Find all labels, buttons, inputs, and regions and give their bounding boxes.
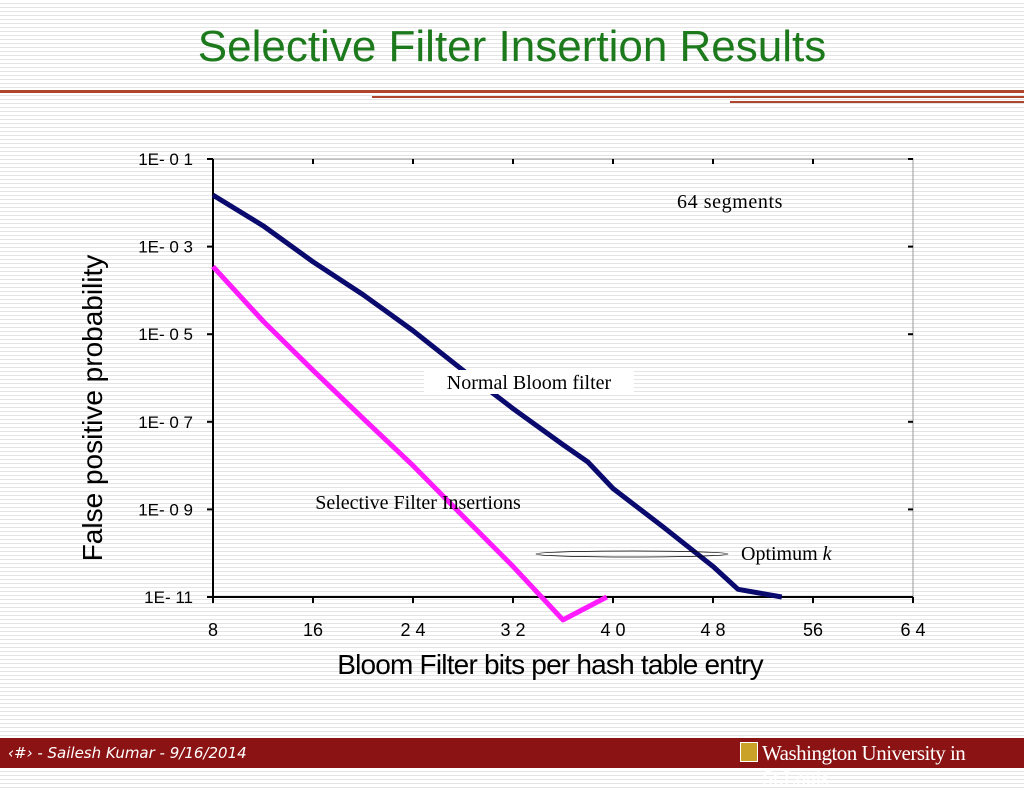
x-tick-label: 4 8: [700, 620, 725, 640]
y-tick-label: 1E- 0 1: [138, 150, 193, 169]
optimum-k-pointer: [535, 550, 729, 558]
x-tick-label: 4 0: [600, 620, 625, 640]
annotation-normal-bg: [424, 370, 634, 394]
optimum-prefix: Optimum: [741, 543, 823, 565]
title-rule-middle: [372, 96, 1024, 98]
x-tick-label: 56: [803, 620, 823, 640]
annotation-normal-bloom-filter: Normal Bloom filter: [447, 372, 612, 394]
x-tick-label: 6 4: [900, 620, 925, 640]
chart-area: 1E- 0 1 1E- 0 3 1E- 0 5 1E- 0 7 1E- 0 9 1E- 1…: [0, 140, 1024, 700]
y-tick-label: 1E- 0 5: [138, 325, 193, 344]
y-tick-label: 1E- 0 7: [138, 413, 193, 432]
series-line-normal-bloom-filter: [211, 192, 783, 600]
series-layer: [211, 192, 783, 623]
x-tick-label: 16: [303, 620, 323, 640]
annotation-64-segments: 64 segments: [677, 191, 783, 213]
optimum-k-symbol: k: [823, 543, 833, 565]
footer-brand: Washington University in St.Louis: [762, 741, 966, 790]
x-tick-label: 2 4: [400, 620, 425, 640]
x-tick-label: 3 2: [500, 620, 525, 640]
title-rule-lower: [730, 101, 1024, 103]
university-shield-icon: [740, 742, 758, 762]
ticks-layer: 1E- 0 1 1E- 0 3 1E- 0 5 1E- 0 7 1E- 0 9 1E- 1…: [138, 150, 925, 640]
y-tick-label: 1E- 0 3: [138, 238, 193, 257]
chart: 1E- 0 1 1E- 0 3 1E- 0 5 1E- 0 7 1E- 0 9 1E- 1…: [77, 150, 926, 680]
x-axis-label: Bloom Filter bits per hash table entry: [337, 649, 763, 680]
footer-text: ‹#› - Sailesh Kumar - 9/16/2014: [8, 744, 247, 762]
x-tick-label: 8: [208, 620, 218, 640]
title-rule-upper: [0, 90, 1024, 93]
y-tick-label: 1E- 11: [144, 588, 193, 607]
y-tick-label: 1E- 0 9: [138, 500, 193, 519]
footer-bar: ‹#› - Sailesh Kumar - 9/16/2014 Washingt…: [0, 738, 1024, 790]
slide-title: Selective Filter Insertion Results: [197, 22, 827, 71]
series-line-selective-filter-insertions: [211, 264, 608, 623]
annotation-optimum-k: Optimum k: [741, 543, 833, 565]
y-axis-label: False positive probability: [77, 255, 108, 562]
annotation-selective-filter-insertions: Selective Filter Insertions: [315, 492, 521, 514]
